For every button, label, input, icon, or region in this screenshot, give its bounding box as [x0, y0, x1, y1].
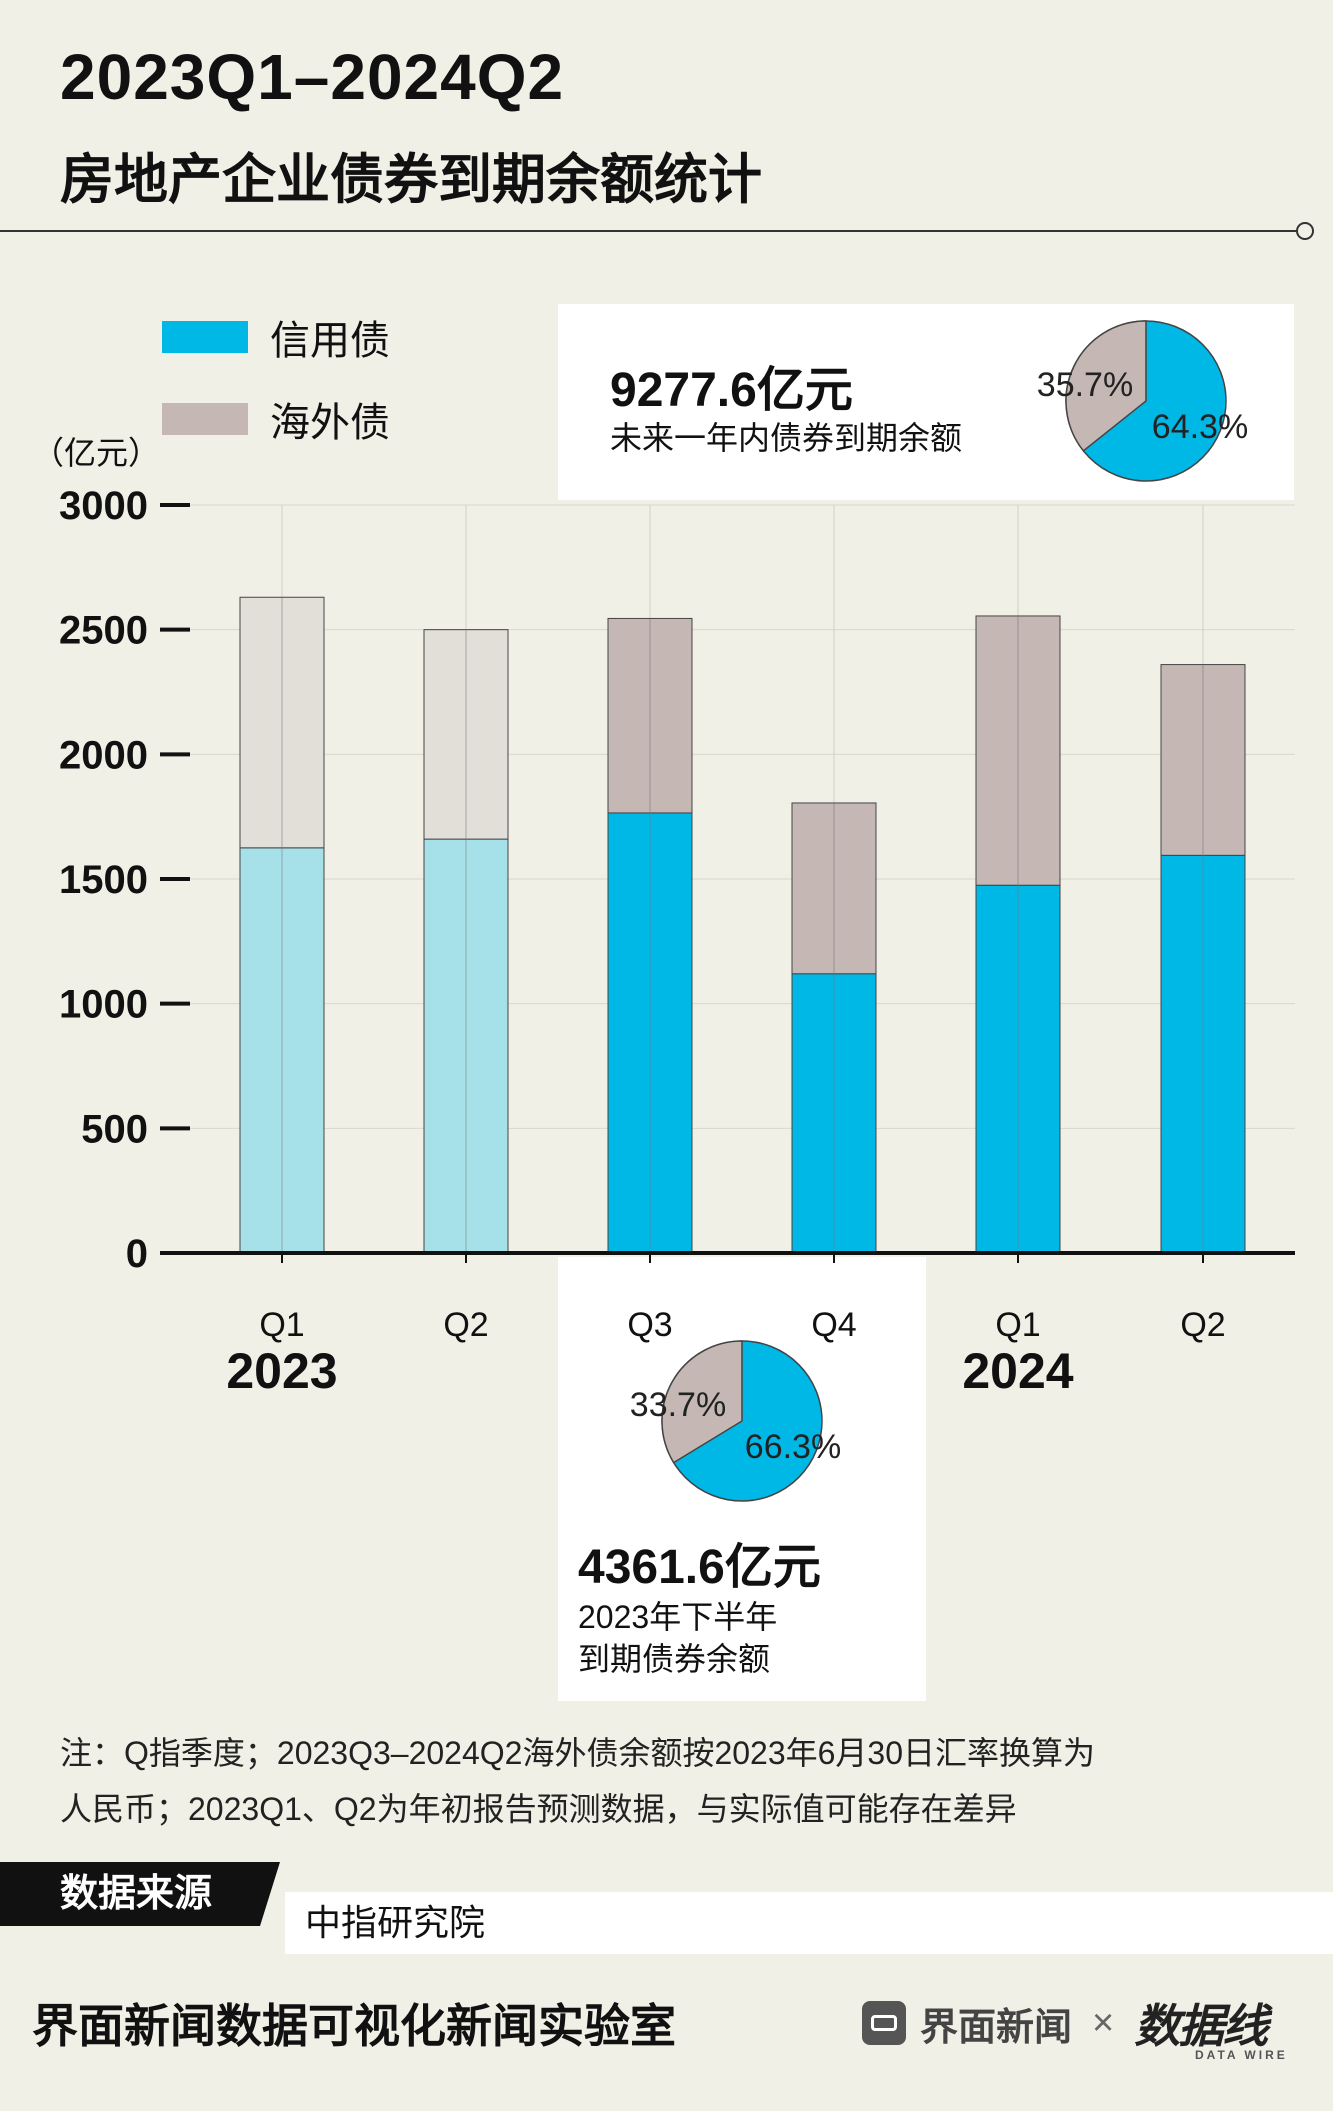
footnote-line1: 注：Q指季度；2023Q3–2024Q2海外债余额按2023年6月30日汇率换算…	[60, 1735, 1096, 1771]
y-tick-label: 2500	[59, 609, 148, 653]
y-axis-unit: （亿元）	[32, 435, 161, 471]
datawire-subtitle: DATA WIRE	[1195, 2048, 1288, 2062]
title-line2: 房地产企业债券到期余额统计	[60, 150, 762, 210]
x-tick-label: Q1	[995, 1306, 1040, 1344]
divider-end-dot	[1296, 222, 1314, 240]
x-tick-label: Q1	[259, 1306, 304, 1344]
legend-label-overseas: 海外债	[270, 401, 390, 445]
annual-description: 未来一年内债券到期余额	[610, 420, 963, 456]
y-tick-label: 500	[81, 1107, 148, 1151]
header-divider	[0, 230, 1300, 232]
y-tick-label: 0	[126, 1232, 148, 1276]
brand-times: ×	[1092, 2001, 1115, 2044]
pie-label-overseas: 33.7%	[630, 1386, 726, 1424]
h2-pie: 33.7% 66.3%	[630, 1340, 841, 1502]
datawire-logo: 数据线	[1134, 2000, 1268, 2052]
y-tick-label: 1000	[59, 983, 148, 1027]
footer-credit: 界面新闻数据可视化新闻实验室	[32, 2000, 676, 2052]
year-label: 2024	[962, 1343, 1073, 1399]
brand-name: 界面新闻	[920, 2006, 1073, 2049]
pie-slice-overseas	[661, 1340, 743, 1464]
pie-label-credit: 64.3%	[1152, 408, 1248, 446]
h2-amount: 4361.6亿元	[578, 1541, 821, 1594]
legend-swatch-overseas	[162, 403, 248, 435]
legend-item-credit: 信用债	[162, 308, 390, 366]
jiemian-logo-icon	[862, 2001, 906, 2045]
source-value: 中指研究院	[285, 1892, 1333, 1954]
year-label: 2023	[226, 1343, 337, 1399]
legend-item-overseas: 海外债	[162, 390, 390, 448]
footnote: 注：Q指季度；2023Q3–2024Q2海外债余额按2023年6月30日汇率换算…	[60, 1725, 1300, 1837]
h2-description-line2: 到期债券余额	[578, 1641, 771, 1677]
footnote-line2: 人民币；2023Q1、Q2为年初报告预测数据，与实际值可能存在差异	[60, 1791, 1017, 1827]
brand-row: 界面新闻 × 数据线	[862, 1990, 1268, 2056]
legend-swatch-credit	[162, 321, 248, 353]
annual-pie: 35.7% 64.3%	[1037, 320, 1248, 482]
stacked-bar-chart: 0 500 1000 1500 2000 2500 3000 Q1 Q2 Q3 Q4 Q1 Q2 2023…	[59, 320, 1295, 1502]
x-tick-label: Q4	[811, 1306, 856, 1344]
pie-label-credit: 66.3%	[745, 1428, 841, 1466]
legend-label-credit: 信用债	[270, 319, 390, 363]
x-tick-label: Q2	[1180, 1306, 1225, 1344]
title-line1: 2023Q1–2024Q2	[60, 41, 565, 113]
h2-description-line1: 2023年下半年	[578, 1599, 778, 1635]
x-tick-label: Q2	[443, 1306, 488, 1344]
y-tick-label: 1500	[59, 858, 148, 902]
pie-slice-overseas	[1065, 320, 1147, 452]
pie-label-overseas: 35.7%	[1037, 366, 1133, 404]
x-tick-label: Q3	[627, 1306, 672, 1344]
annual-amount: 9277.6亿元	[610, 364, 853, 417]
source-label: 数据来源	[0, 1862, 280, 1926]
y-tick-label: 2000	[59, 733, 148, 777]
y-tick-label: 3000	[59, 484, 148, 528]
